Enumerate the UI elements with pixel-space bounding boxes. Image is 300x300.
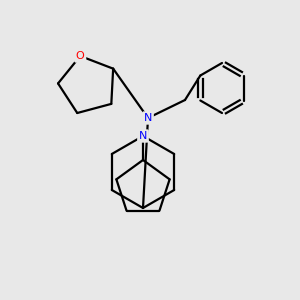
Text: N: N <box>144 113 152 123</box>
Text: O: O <box>76 51 85 61</box>
Text: N: N <box>139 131 147 141</box>
